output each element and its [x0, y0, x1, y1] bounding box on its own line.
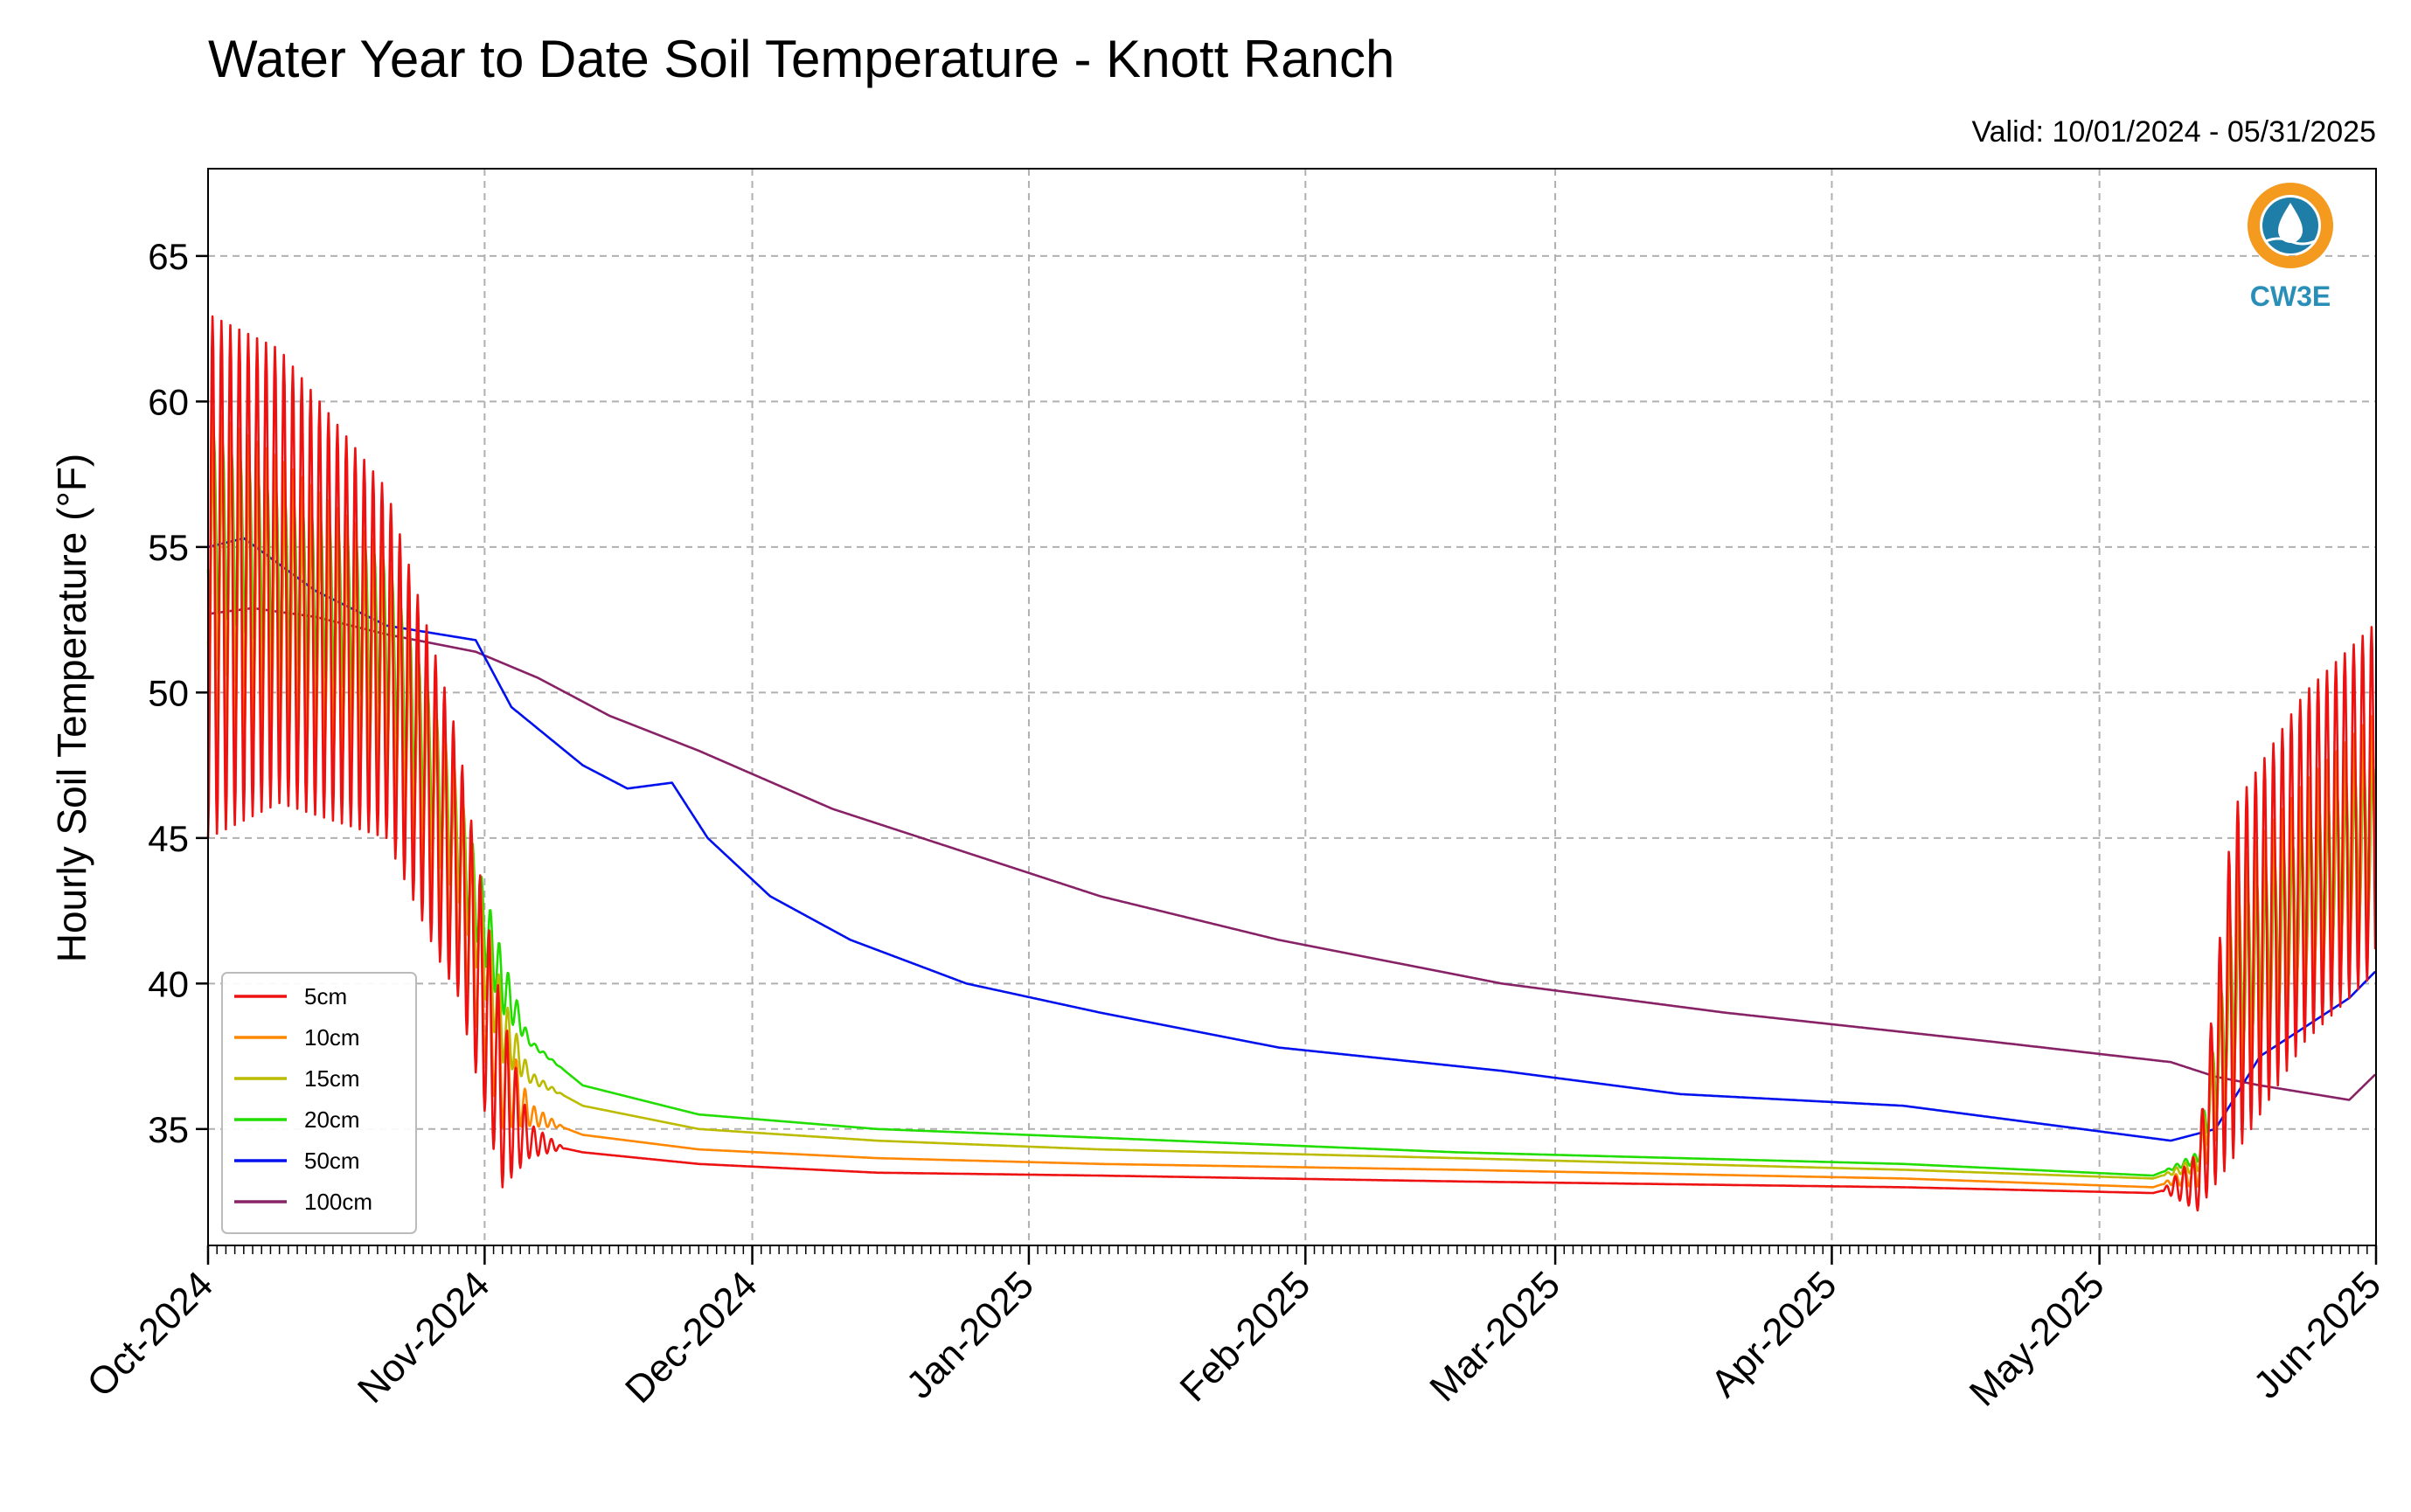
series-line-10cm: [206, 407, 2377, 1189]
y-tick-label: 40: [148, 963, 189, 1004]
cw3e-logo: CW3E: [2248, 183, 2333, 312]
y-tick-label: 65: [148, 236, 189, 277]
legend: 5cm 10cm 15cm 20cm 50cm 100cm: [221, 972, 417, 1234]
y-tick-label: 45: [148, 818, 189, 859]
y-tick-label: 55: [148, 527, 189, 568]
grid-lines: [208, 169, 2376, 1245]
logo-ring: [2248, 183, 2333, 268]
y-tick-label: 35: [148, 1109, 189, 1150]
series-line-5cm: [206, 315, 2377, 1212]
legend-label-20cm: 20cm: [304, 1106, 360, 1133]
legend-label-50cm: 50cm: [304, 1148, 360, 1174]
y-tick-label: 50: [148, 672, 189, 713]
plot-frame: [207, 168, 2377, 1246]
valid-range-label: Valid: 10/01/2024 - 05/31/2025: [1971, 115, 2376, 149]
series-line-15cm: [206, 434, 2377, 1180]
series-line-20cm: [206, 435, 2377, 1177]
wave-icon: [2265, 237, 2316, 246]
legend-label-15cm: 15cm: [304, 1065, 360, 1092]
y-tick-label: 60: [148, 381, 189, 422]
legend-label-100cm: 100cm: [304, 1189, 372, 1215]
series-line-100cm: [207, 607, 2377, 1101]
series-line-50cm: [207, 537, 2377, 1142]
chart-title: Water Year to Date Soil Temperature - Kn…: [208, 30, 1394, 88]
y-axis-label: Hourly Soil Temperature (°F): [49, 454, 94, 963]
legend-items: 5cm 10cm 15cm 20cm 50cm 100cm: [234, 983, 372, 1215]
legend-label-10cm: 10cm: [304, 1024, 360, 1051]
logo-text: CW3E: [2250, 281, 2331, 312]
series-lines: [206, 315, 2377, 1212]
legend-label-5cm: 5cm: [304, 983, 347, 1009]
water-drop-icon: [2278, 203, 2303, 243]
